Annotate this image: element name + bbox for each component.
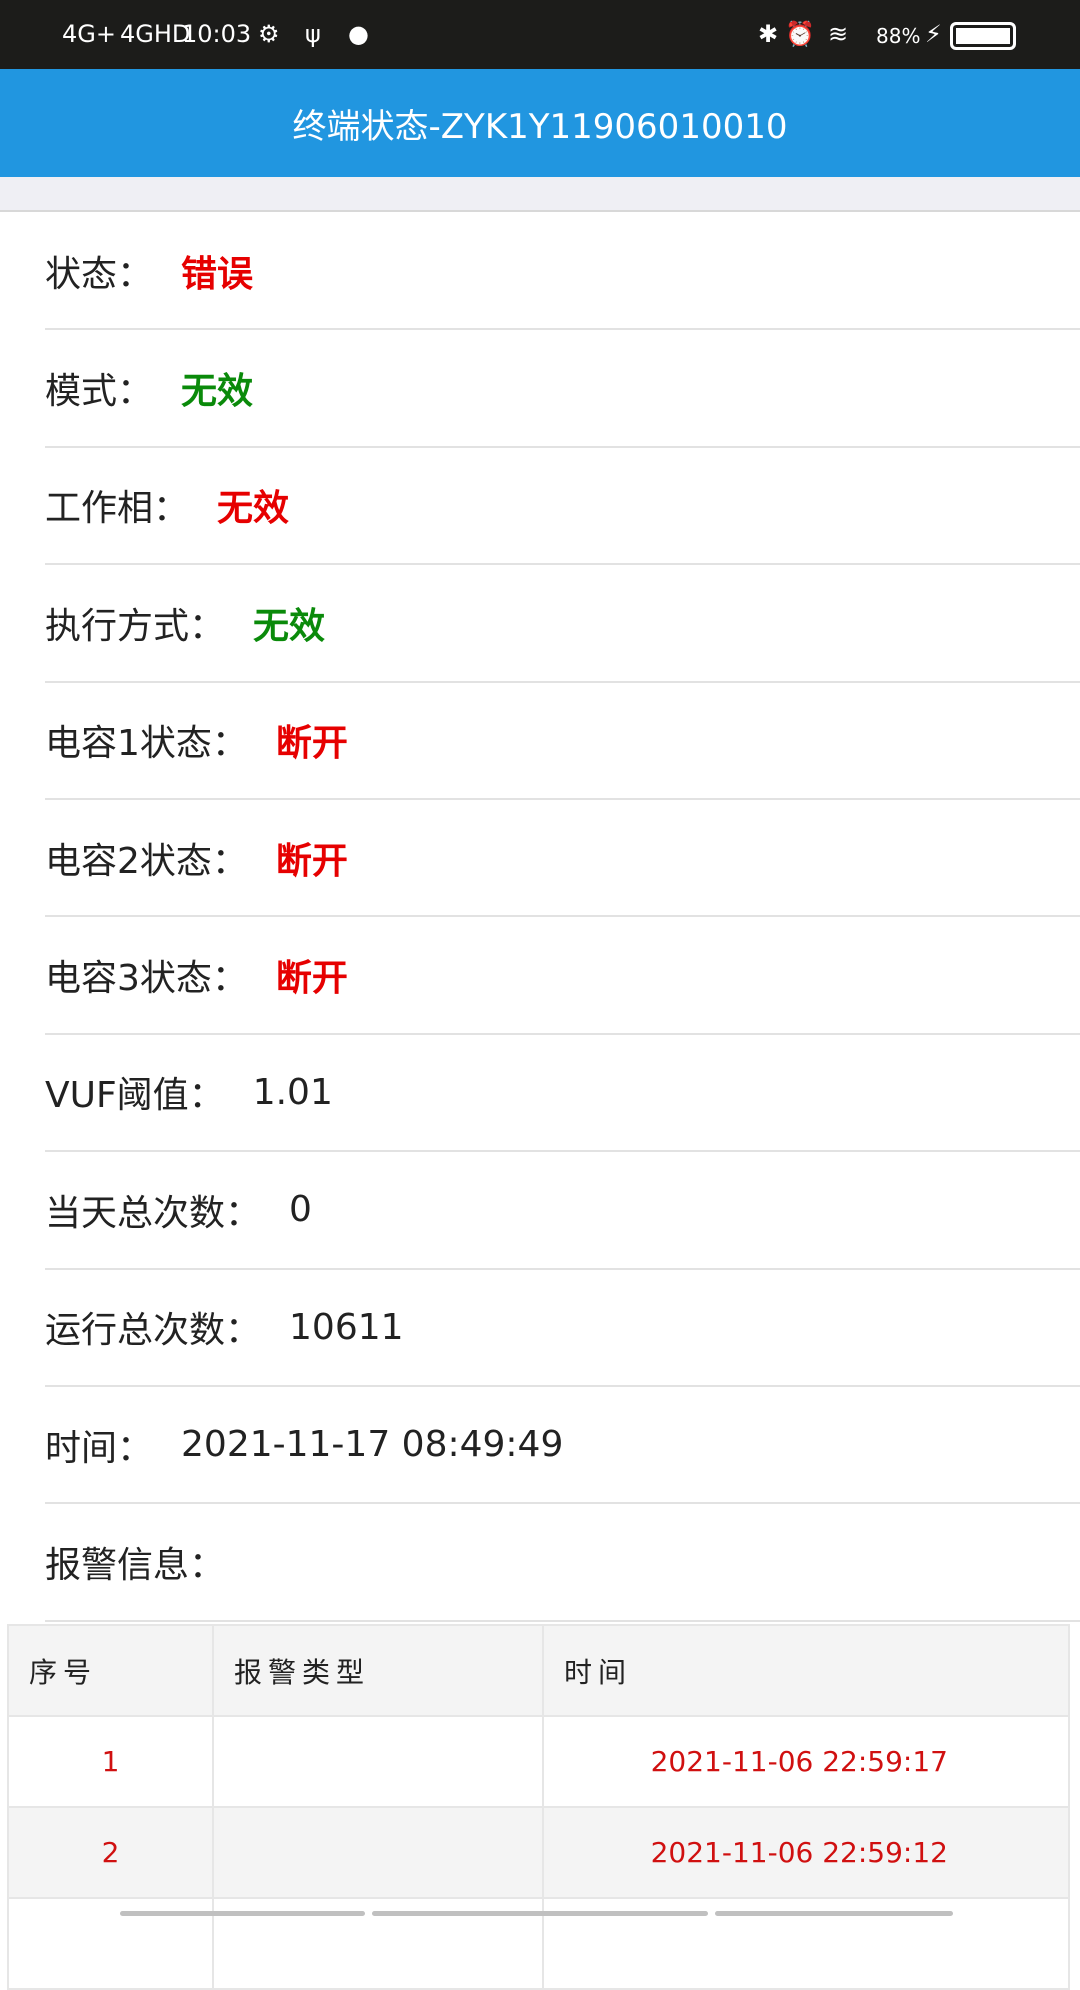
status-list: 状态： 错误 模式： 无效 工作相： 无效 执行方式： 无效 电容1状态： 断开 电容2状态： 断开电… [0,213,1080,1622]
table-row[interactable]: 2 2021-11-06 22:59:12 [7,1806,1070,1899]
scrollbar-segment[interactable] [372,1911,708,1916]
alarm-table: 序号 报警类型 时间 1 2021-11-06 22:59:17 2 2021-… [7,1624,1070,1990]
cell-index: 2 [7,1806,214,1899]
battery-icon [950,22,1016,50]
field-label: 时间： [45,1427,154,1469]
page-title: 终端状态-ZYK1Y11906010010 [292,106,788,147]
status-row: 当天总次数： 0 [45,1152,1080,1270]
field-value: 断开 [275,840,348,882]
cell-time: 2021-11-06 22:59:17 [542,1715,1070,1808]
cell-alarm-type [212,1715,544,1808]
field-value: 无效 [253,605,326,647]
field-value: 2021-11-17 08:49:49 [181,1424,564,1466]
field-label: 执行方式： [45,605,226,647]
divider-strip [0,177,1080,212]
field-value: 断开 [275,723,348,765]
cell-index: 1 [7,1715,214,1808]
field-value: 错误 [181,253,254,295]
status-bar: 4G+ 4GHD 10:03 ⚙ ψ ● ✱ ⏰ ≋ 88% ⚡ [0,0,1080,69]
network-indicator-1: 4G+ [62,20,116,48]
usb-icon: ψ [305,20,321,48]
field-value: 断开 [275,958,348,1000]
field-label: 报警信息： [45,1544,226,1586]
status-row: 电容2状态： 断开 [45,800,1080,918]
cell-time: 2021-11-06 22:59:12 [542,1806,1070,1899]
field-label: 状态： [45,253,154,295]
scrollbar-segment[interactable] [715,1911,953,1916]
status-row: 电容3状态： 断开 [45,917,1080,1035]
field-value: 1.01 [252,1071,333,1113]
field-value: 10611 [289,1306,404,1348]
table-row[interactable]: 1 2021-11-06 22:59:17 [7,1715,1070,1808]
status-row: 运行总次数： 10611 [45,1270,1080,1387]
field-label: 电容2状态： [45,840,248,882]
status-row: 执行方式： 无效 [45,565,1080,683]
status-row: 电容1状态： 断开 [45,683,1080,800]
status-row: 模式： 无效 [45,330,1080,448]
field-label: 电容3状态： [45,958,248,1000]
alarm-icon: ⏰ [785,20,815,48]
header-alarm-type: 报警类型 [212,1624,544,1717]
field-label: 当天总次数： [45,1192,262,1234]
field-value: 0 [289,1189,312,1231]
status-row: 报警信息： [45,1504,1080,1622]
table-header-row: 序号 报警类型 时间 [7,1624,1070,1717]
field-label: 运行总次数： [45,1310,262,1352]
field-label: VUF阈值： [45,1075,225,1117]
app-bar: 终端状态-ZYK1Y11906010010 [0,69,1080,177]
scrollbar-segment[interactable] [120,1911,365,1916]
wifi-icon: ≋ [828,20,849,48]
chat-icon: ● [348,20,369,48]
status-row: 时间： 2021-11-17 08:49:49 [45,1387,1080,1505]
clock: 10:03 [182,20,252,48]
field-label: 工作相： [45,488,190,530]
usb-settings-icon: ⚙ [258,20,280,48]
field-value: 无效 [181,371,254,413]
network-indicator-2: 4GHD [120,20,191,48]
status-row: 工作相： 无效 [45,448,1080,566]
field-value: 无效 [217,488,290,530]
cell-alarm-type [212,1806,544,1899]
charging-icon: ⚡ [925,20,942,48]
header-time: 时间 [542,1624,1070,1717]
field-label: 电容1状态： [45,723,248,765]
battery-percent: 88% [876,24,921,48]
bluetooth-icon: ✱ [758,20,779,48]
status-row: VUF阈值： 1.01 [45,1035,1080,1153]
header-index: 序号 [7,1624,214,1717]
field-label: 模式： [45,371,154,413]
status-row: 状态： 错误 [45,213,1080,331]
